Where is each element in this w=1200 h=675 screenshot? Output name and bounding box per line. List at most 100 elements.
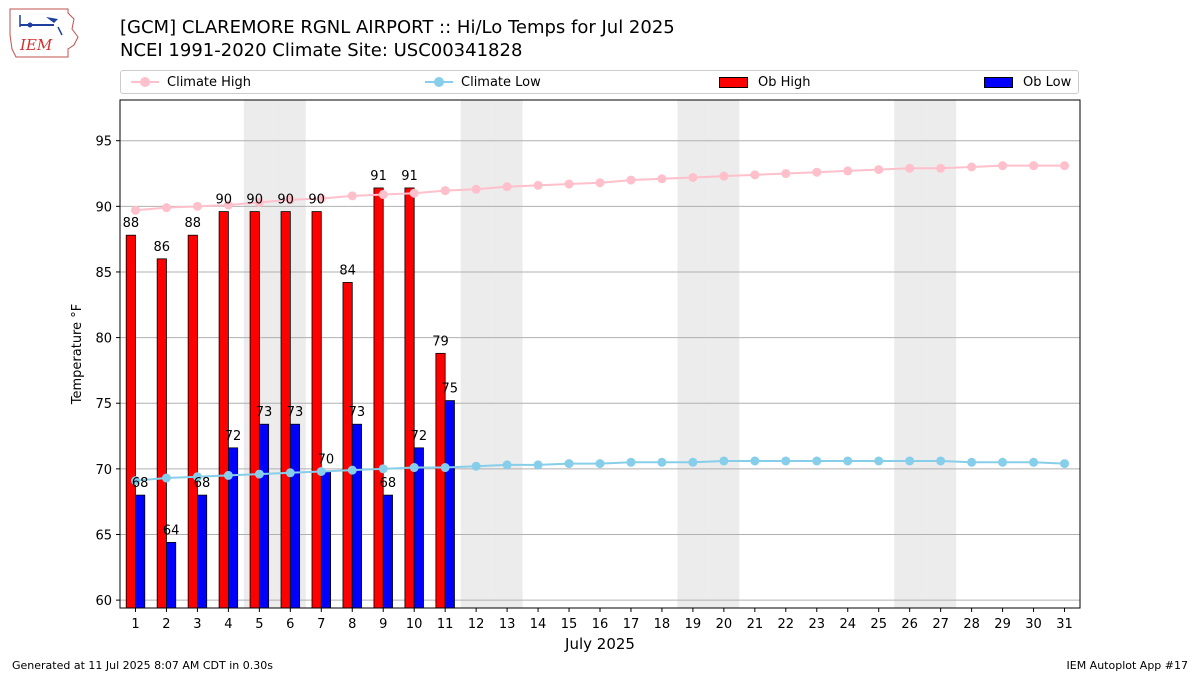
climate-low-point	[750, 456, 760, 466]
x-tick-label: 12	[468, 617, 485, 632]
climate-high-point	[750, 170, 760, 180]
chart-subtitle: NCEI 1991-2020 Climate Site: USC00341828	[120, 40, 523, 61]
climate-high-point	[998, 161, 1008, 171]
ob-low-bar	[320, 471, 331, 609]
ob-high-bar	[373, 187, 384, 609]
x-tick-label: 1	[131, 617, 139, 632]
app-label: IEM Autoplot App #17	[1066, 659, 1189, 672]
climate-low-point	[874, 456, 884, 466]
climate-low-point	[130, 476, 140, 486]
x-tick-label: 23	[809, 617, 826, 632]
legend-climate-high-label: Climate High	[167, 74, 252, 90]
climate-high-point	[1060, 161, 1070, 171]
climate-low-point	[657, 457, 667, 467]
ob-low-label: 75	[442, 382, 459, 397]
climate-high-point	[285, 195, 295, 205]
ob-low-bar	[166, 541, 177, 609]
ob-low-swatch	[984, 76, 1013, 88]
climate-high-point	[719, 171, 729, 181]
climate-low-point	[192, 472, 202, 482]
y-tick-label: 80	[95, 332, 112, 347]
legend-ob-low-label: Ob Low	[1023, 74, 1072, 90]
legend-climate-high: Climate High	[131, 71, 251, 93]
climate-low-point	[471, 461, 481, 471]
x-tick-label: 27	[932, 617, 949, 632]
climate-high-point	[471, 184, 481, 194]
climate-low-point	[967, 457, 977, 467]
climate-high-point	[595, 178, 605, 188]
ob-high-bar	[156, 258, 167, 609]
ob-high-label: 79	[432, 334, 449, 349]
climate-high-point	[967, 162, 977, 172]
x-tick-label: 16	[592, 617, 609, 632]
ob-high-label: 90	[246, 193, 263, 208]
ob-high-label: 90	[277, 193, 294, 208]
ob-low-bar	[444, 400, 455, 609]
climate-low-point	[316, 466, 326, 476]
climate-high-point	[564, 179, 574, 189]
climate-low-point	[936, 456, 946, 466]
ob-high-bar	[342, 282, 353, 609]
climate-low-point	[409, 463, 419, 473]
climate-high-point	[192, 201, 202, 211]
y-tick-label: 90	[95, 200, 112, 215]
ob-low-label: 68	[194, 476, 211, 491]
climate-low-point	[378, 464, 388, 474]
climate-high-point	[378, 190, 388, 200]
ob-low-label: 73	[287, 405, 304, 420]
climate-low-point	[1029, 457, 1039, 467]
climate-high-point	[130, 205, 140, 215]
climate-low-point	[595, 459, 605, 469]
legend-climate-low: Climate Low	[425, 71, 541, 93]
climate-high-point	[874, 165, 884, 175]
y-axis-title: Temperature °F	[70, 304, 85, 405]
ob-low-bar	[135, 494, 146, 609]
ob-low-bar	[382, 494, 393, 609]
weekend-shade	[460, 100, 492, 608]
ob-low-bar	[197, 494, 208, 609]
ob-high-bar	[218, 211, 229, 609]
y-tick-label: 60	[95, 594, 112, 609]
y-tick-label: 85	[95, 266, 112, 281]
legend: Climate High Climate Low Ob High Ob Low	[120, 70, 1079, 94]
climate-low-point	[533, 460, 543, 470]
climate-low-swatch	[425, 77, 453, 87]
climate-high-point	[223, 200, 233, 210]
climate-high-point	[533, 180, 543, 190]
x-tick-label: 24	[839, 617, 856, 632]
ob-high-label: 88	[123, 216, 140, 231]
y-tick-label: 70	[95, 463, 112, 478]
x-tick-label: 7	[317, 617, 325, 632]
climate-high-point	[905, 163, 915, 173]
climate-low-point	[502, 460, 512, 470]
climate-high-point	[316, 193, 326, 203]
climate-high-point	[936, 163, 946, 173]
climate-low-point	[1060, 459, 1070, 469]
x-tick-label: 4	[224, 617, 232, 632]
climate-high-swatch	[131, 77, 159, 87]
ob-low-label: 72	[411, 429, 428, 444]
climate-low-point	[719, 456, 729, 466]
legend-ob-low: Ob Low	[984, 71, 1071, 93]
climate-low-point	[254, 469, 264, 479]
iem-logo: IEM	[9, 8, 79, 58]
climate-high-point	[440, 186, 450, 196]
ob-high-label: 91	[401, 169, 418, 184]
climate-low-point	[347, 465, 357, 475]
weekend-shade	[491, 100, 523, 608]
x-tick-label: 31	[1056, 617, 1073, 632]
ob-high-label: 84	[339, 263, 356, 278]
climate-low-point	[905, 456, 915, 466]
climate-low-point	[161, 473, 171, 483]
legend-ob-high: Ob High	[719, 71, 811, 93]
x-tick-label: 2	[162, 617, 170, 632]
climate-high-point	[161, 203, 171, 213]
ob-low-label: 73	[256, 405, 273, 420]
climate-low-point	[688, 457, 698, 467]
ob-high-label: 91	[370, 169, 387, 184]
x-tick-label: 26	[901, 617, 918, 632]
ob-low-bar	[258, 423, 270, 609]
ob-low-label: 72	[225, 429, 242, 444]
climate-low-point	[812, 456, 822, 466]
weekend-shade	[894, 100, 926, 608]
